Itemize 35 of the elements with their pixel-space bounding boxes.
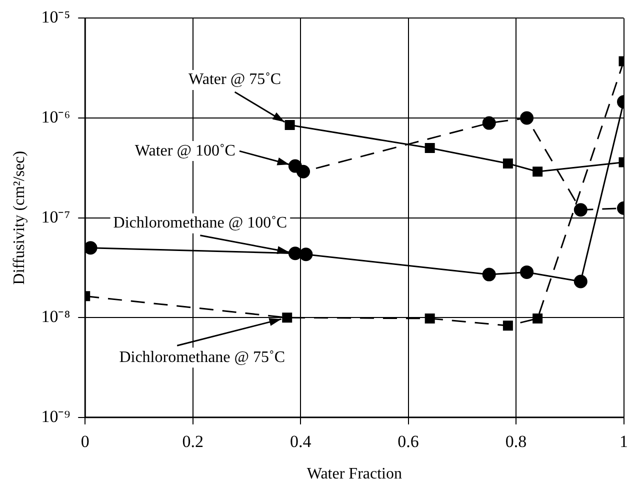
point: [482, 268, 496, 282]
x-tick-label: 0.4: [290, 432, 312, 452]
point: [520, 265, 534, 279]
annotation: Water @ 75˚C: [188, 71, 282, 88]
point: [520, 111, 534, 125]
point: [284, 120, 295, 130]
point: [85, 241, 98, 255]
y-tick-label: 10⁻⁷: [41, 207, 70, 226]
point: [299, 248, 313, 262]
point: [532, 313, 543, 324]
point: [296, 164, 310, 178]
point: [502, 320, 513, 331]
annotation: Dichloromethane @ 75˚C: [119, 348, 286, 366]
point: [532, 166, 543, 177]
y-tick-label: 10⁻⁵: [41, 8, 70, 27]
point: [424, 313, 435, 324]
x-tick-label: 1: [620, 432, 628, 452]
y-axis-title: Diffusivity (cm²/sec): [10, 150, 28, 285]
y-tick-label: 10⁻⁶: [41, 107, 70, 126]
x-tick-label: 0: [80, 432, 90, 452]
x-axis-title: Water Fraction: [306, 466, 402, 483]
annotation: Water @ 100˚C: [134, 142, 236, 160]
point: [282, 312, 292, 323]
point: [574, 274, 588, 288]
y-tick-label: 10⁻⁸: [41, 307, 70, 326]
point: [288, 246, 302, 260]
x-tick-label: 0.6: [398, 432, 419, 452]
point: [574, 203, 588, 217]
annotation: Dichloromethane @ 100˚C: [113, 214, 288, 232]
x-tick-label: 0.2: [182, 432, 204, 452]
y-tick-label: 10⁻⁹: [41, 406, 70, 426]
x-tick-label: 0.8: [505, 432, 527, 452]
point: [502, 158, 513, 168]
point: [482, 116, 496, 130]
point: [424, 143, 435, 154]
